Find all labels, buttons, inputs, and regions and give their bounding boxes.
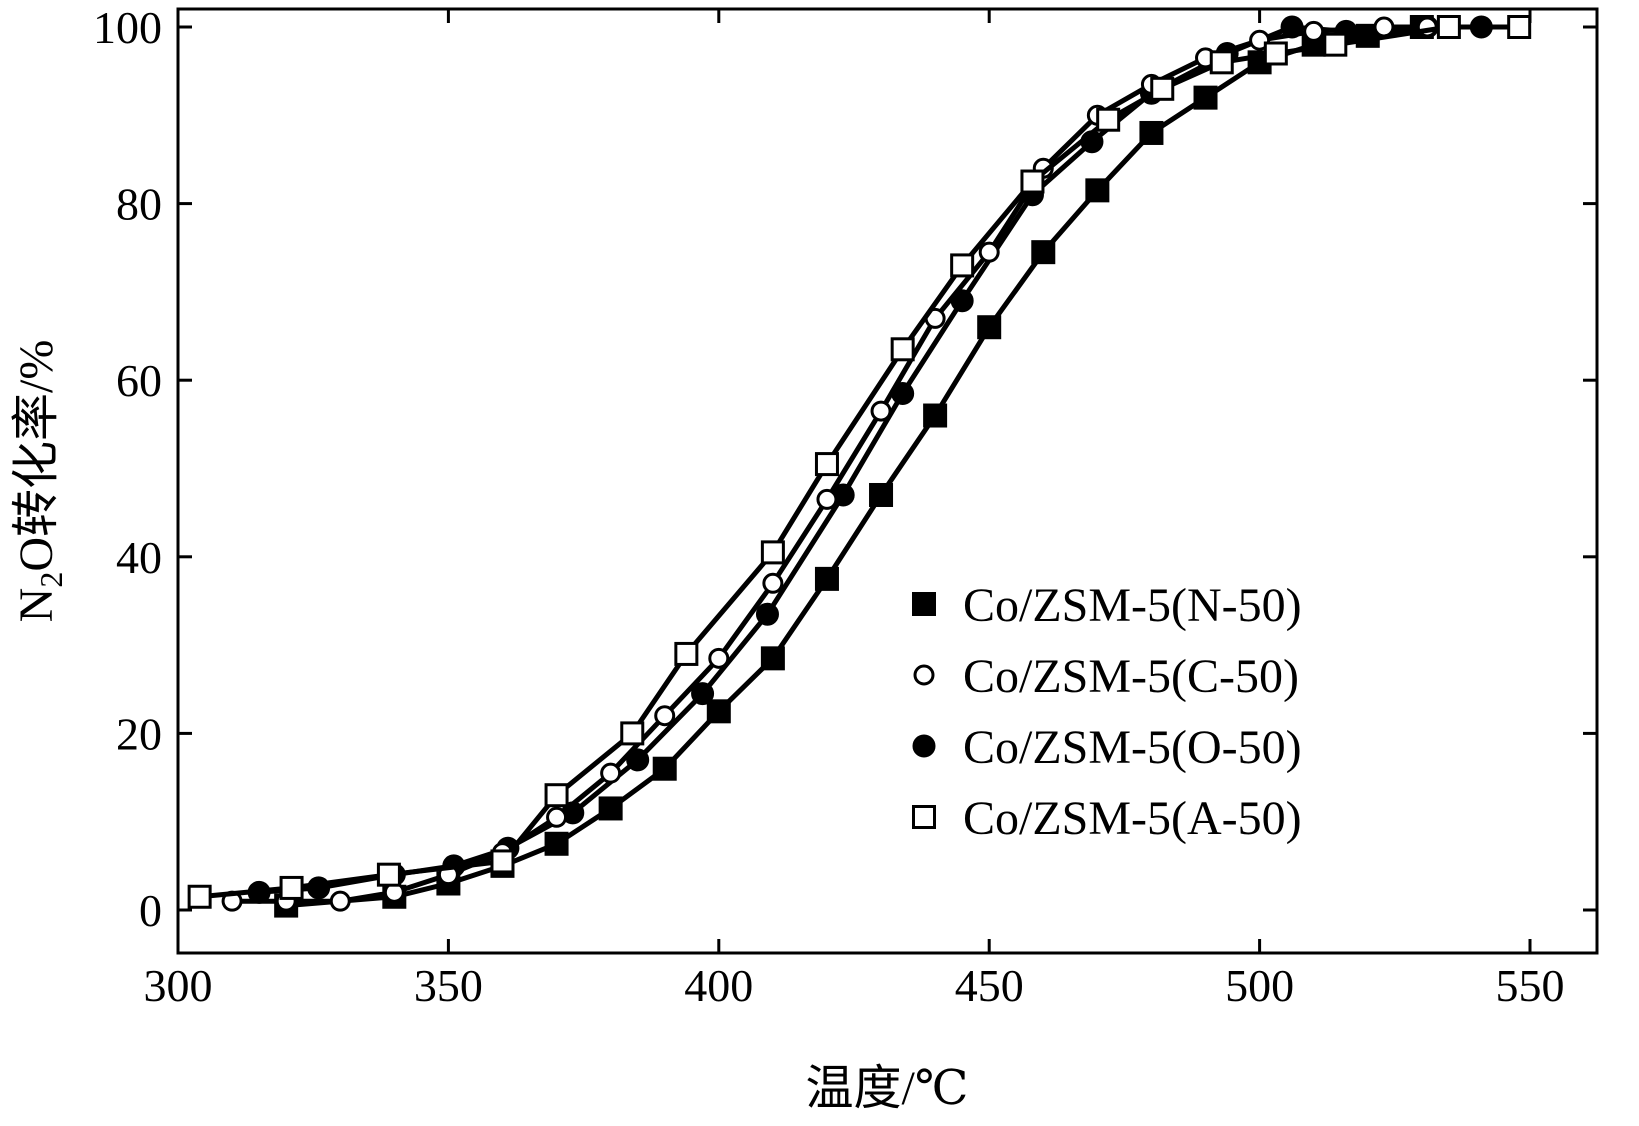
series-line (199, 24, 1520, 900)
legend-label: Co/ZSM-5(C-50) (963, 650, 1299, 703)
data-point (376, 862, 401, 887)
plot-frame (176, 7, 1599, 955)
data-point (708, 647, 730, 669)
data-point (1263, 41, 1288, 66)
data-point (890, 337, 915, 362)
data-point (923, 403, 948, 428)
data-point (816, 488, 838, 510)
data-point (1209, 50, 1234, 75)
x-tick-label: 450 (955, 960, 1024, 1011)
data-point (626, 748, 650, 772)
data-point (674, 641, 699, 666)
y-tick-label: 100 (93, 2, 162, 53)
data-point (546, 806, 568, 828)
data-point (490, 849, 515, 874)
data-point (950, 253, 975, 278)
data-point (870, 400, 892, 422)
data-point (279, 875, 304, 900)
legend-label: Co/ZSM-5(A-50) (963, 792, 1302, 845)
data-point (544, 783, 569, 808)
data-point (652, 756, 677, 781)
data-point (1085, 178, 1110, 203)
legend-marker (913, 664, 935, 686)
y-tick-label: 0 (139, 885, 162, 936)
data-point (1193, 85, 1218, 110)
data-point (978, 241, 1000, 263)
data-point (1031, 240, 1056, 265)
series-layer (187, 15, 1532, 918)
x-axis-title: 温度/℃ (805, 1062, 968, 1115)
data-point (1323, 32, 1348, 57)
data-point (814, 452, 839, 477)
legend-marker (912, 592, 936, 616)
data-point (814, 566, 839, 591)
data-point (1303, 20, 1325, 42)
data-point (1096, 107, 1121, 132)
series-4 (187, 15, 1532, 909)
y-axis-title-suffix: O转化率/% (10, 340, 63, 572)
axis-ticks: 300 350 400 450 500 550 0 20 40 60 80 100 (93, 2, 1597, 1011)
data-point (691, 682, 715, 706)
data-point (544, 831, 569, 856)
legend: Co/ZSM-5(N-50) Co/ZSM-5(C-50) Co/ZSM-5(O-5… (912, 579, 1302, 845)
data-point (977, 315, 1002, 340)
data-point (755, 602, 779, 626)
series-3 (247, 15, 1493, 904)
x-tick-label: 300 (144, 960, 213, 1011)
y-axis-title-prefix: N (10, 588, 63, 623)
data-point (598, 796, 623, 821)
legend-marker (912, 805, 936, 829)
data-point (1139, 120, 1164, 145)
y-tick-label: 80 (116, 179, 162, 230)
x-tick-label: 500 (1225, 960, 1294, 1011)
data-point (1020, 169, 1045, 194)
data-point (1150, 76, 1175, 101)
y-axis-title: N2O转化率/% (10, 340, 69, 623)
legend-label: Co/ZSM-5(O-50) (963, 721, 1302, 774)
x-tick-label: 400 (684, 960, 753, 1011)
x-tick-label: 350 (414, 960, 483, 1011)
y-axis-title-subscript: 2 (33, 572, 69, 588)
y-tick-label: 20 (116, 708, 162, 759)
legend-label: Co/ZSM-5(N-50) (963, 579, 1302, 632)
legend-marker (912, 734, 936, 758)
data-point (654, 705, 676, 727)
data-point (760, 646, 785, 671)
data-point (869, 482, 894, 507)
data-point (600, 762, 622, 784)
x-tick-label: 550 (1496, 960, 1565, 1011)
data-point (706, 699, 731, 724)
data-point (1436, 15, 1461, 39)
data-point (620, 721, 645, 746)
data-point (1507, 15, 1532, 39)
y-tick-label: 60 (116, 355, 162, 406)
data-point (329, 890, 351, 912)
series-1 (274, 15, 1434, 918)
data-point (1373, 16, 1395, 38)
y-tick-label: 40 (116, 532, 162, 583)
data-point (307, 876, 331, 900)
data-point (760, 540, 785, 565)
data-point (187, 884, 212, 909)
data-point (762, 572, 784, 594)
